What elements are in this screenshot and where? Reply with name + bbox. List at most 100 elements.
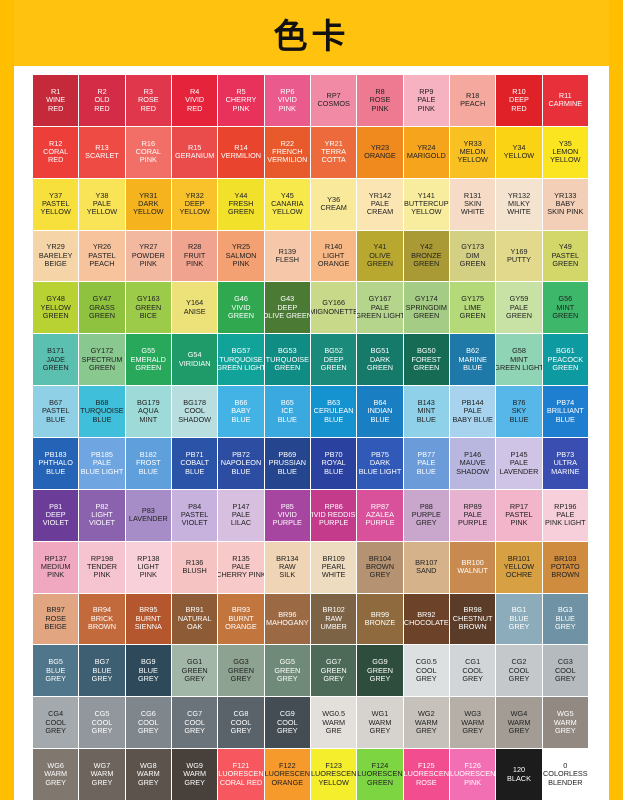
color-swatch: G55 EMERALD GREEN [125, 334, 171, 386]
color-swatch: R10 DEEP RED [496, 75, 542, 126]
swatch-name: PINK [139, 155, 157, 165]
swatch-code: YR33 [463, 138, 482, 148]
swatch-code: F121 [232, 760, 250, 770]
swatch-code: B62 [466, 346, 480, 356]
swatch-name: COOL [184, 406, 205, 416]
color-swatch: BR109 PEARL WHITE [310, 541, 357, 593]
swatch-code: GG9 [372, 657, 388, 667]
swatch-name: WARM [368, 717, 392, 727]
swatch-name: VIOLET [181, 518, 208, 528]
color-swatch-grid: R1 WINE RED R2 OLD RED R3 ROSE RED R4 VIVID RED R5 CH… [33, 75, 588, 800]
swatch-name: DEEP [184, 198, 205, 208]
swatch-name: DEEP [45, 510, 66, 520]
color-swatch: YR29 BARELEY BEIGE [33, 230, 79, 282]
swatch-name: DIM [465, 250, 480, 260]
swatch-name: ULTRA [553, 458, 578, 468]
swatch-name: PALE [231, 561, 251, 571]
color-swatch: B67 PASTEL BLUE [33, 386, 79, 437]
swatch-name: VIVID [231, 302, 251, 312]
color-swatch: BR91 NATURAL OAK [171, 593, 218, 645]
color-swatch: CG1 COOL GREY [449, 645, 496, 697]
color-swatch: GG3 GREEN GREY [218, 645, 264, 697]
swatch-code: Y37 [49, 190, 63, 200]
color-swatch: F125FLUORESCENTROSE [403, 749, 449, 800]
color-swatch: R4 VIVID RED [171, 75, 218, 126]
swatch-code: P88 [419, 501, 433, 511]
swatch-name: MAUVE [459, 458, 486, 468]
color-swatch: BR96 MAHOGANY [264, 593, 310, 645]
swatch-name: TURQUOISE [265, 354, 310, 364]
swatch-name: MIGNONETTE [310, 306, 357, 316]
swatch-code: P145 [510, 449, 528, 459]
swatch-name: COOL [184, 717, 205, 727]
swatch-name: GREEN [459, 259, 486, 269]
swatch-code: Y42 [419, 242, 433, 252]
color-swatch: PB72 NAPOLEON BLUE [218, 438, 264, 489]
swatch-code: BG61 [555, 346, 575, 356]
swatch-code: BR104 [368, 553, 392, 563]
swatch-code: Y164 [186, 298, 204, 308]
swatch-name: BROWN [551, 570, 580, 580]
swatch-name: GREY [184, 725, 205, 735]
color-swatch: B62 MARINE BLUE [449, 334, 496, 386]
color-swatch: F126FLUORESCENTPINK [449, 749, 496, 800]
swatch-code: GY174 [414, 294, 438, 304]
swatch-name: BEIGE [44, 622, 67, 632]
swatch-code: B143 [417, 397, 435, 407]
color-swatch: GG1 GREEN GREY [171, 645, 218, 697]
swatch-code: P147 [232, 501, 250, 511]
swatch-code: R2 [97, 86, 107, 96]
color-swatch: PB73 ULTRA MARINE [542, 438, 588, 489]
swatch-name: GREEN LIGHT [496, 362, 542, 372]
swatch-name: PEARL [321, 561, 346, 571]
swatch-name: NAPOLEON [220, 458, 262, 468]
swatch-code: BR98 [463, 605, 482, 615]
swatch-code: PB77 [417, 449, 436, 459]
color-swatch: BR92 CHOCOLATE [403, 593, 449, 645]
swatch-code: WG1 [371, 709, 389, 719]
swatch-name: CANARIA [271, 198, 304, 208]
swatch-name: GREEN [367, 259, 393, 269]
color-swatch: RP86VIVID REDDISHPURPLE [310, 489, 357, 541]
swatch-name: SHADOW [178, 414, 212, 424]
swatch-name: ORANGE [225, 622, 257, 632]
swatch-name: PALE [417, 458, 436, 468]
swatch-code: 120 [512, 765, 526, 775]
color-swatch: R2 OLD RED [79, 75, 125, 126]
swatch-code: BR109 [322, 553, 345, 563]
color-swatch: WG3 WARM GREY [449, 697, 496, 749]
swatch-name: WARM [136, 769, 160, 779]
color-swatch: RP87 AZALEA PURPLE [357, 489, 403, 541]
swatch-name: PINK [139, 570, 157, 580]
swatch-name: BLUE LIGHT [358, 466, 402, 476]
swatch-name: ANISE [183, 306, 206, 316]
swatch-code: R15 [187, 142, 202, 152]
swatch-code: CG5 [94, 709, 110, 719]
swatch-name: GREEN [228, 665, 254, 675]
color-swatch: PB183 PHTHALO BLUE [33, 438, 79, 489]
color-swatch: CG4 COOL GREY [33, 697, 79, 749]
swatch-name: VERMILION [220, 151, 262, 161]
swatch-code: GY48 [46, 294, 65, 304]
swatch-name: MARINE [551, 466, 580, 476]
swatch-name: VIVID REDDISH [311, 510, 356, 520]
swatch-name: COOL [45, 717, 66, 727]
swatch-name: GREY [137, 674, 159, 684]
color-swatch: R22 FRENCH VERMILION [264, 126, 310, 178]
swatch-code: WG9 [186, 760, 203, 770]
swatch-code: Y36 [327, 194, 341, 204]
swatch-code: P85 [280, 501, 294, 511]
swatch-name: FRUIT [183, 250, 206, 260]
swatch-name: BUTTERCUP [404, 198, 449, 208]
swatch-name: RAW [325, 613, 343, 623]
swatch-code: WG7 [93, 760, 111, 770]
swatch-name: BLUE [185, 466, 205, 476]
swatch-name: SKIN [464, 198, 482, 208]
color-swatch: CG0.5 COOL GREY [403, 645, 449, 697]
swatch-code: BR102 [322, 605, 345, 615]
swatch-name: PINK [417, 103, 435, 113]
swatch-name: COOL [91, 717, 113, 727]
swatch-name: OLIVE [369, 250, 391, 260]
color-swatch: PB74 BRILLIANT BLUE [542, 386, 588, 437]
swatch-name: CARMINE [548, 99, 583, 109]
